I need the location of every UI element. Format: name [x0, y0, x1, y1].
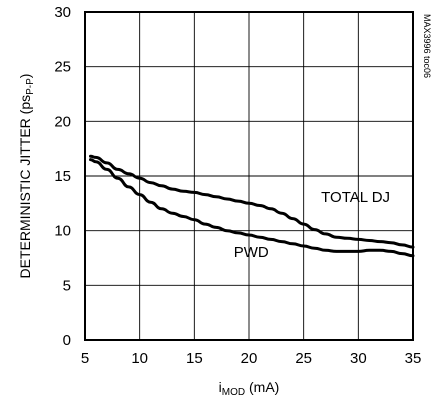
x-tick-label: 20	[241, 350, 258, 367]
y-axis-label: DETERMINISTIC JITTER (psP-P)	[17, 74, 36, 279]
y-tick-label: 15	[54, 168, 71, 185]
x-tick-labels: 5 10 15 20 25 30 35	[81, 350, 422, 367]
annotation-pwd: PWD	[234, 244, 269, 261]
series-lines	[89, 154, 415, 258]
x-tick-label: 30	[350, 350, 367, 367]
y-tick-label: 5	[63, 277, 71, 294]
figure-id-note: MAX3996 toc06	[422, 14, 431, 78]
y-tick-label: 20	[54, 113, 71, 130]
y-tick-label: 25	[54, 59, 71, 76]
grid-lines	[85, 12, 413, 340]
x-axis-label: iMOD (mA)	[219, 379, 280, 398]
annotations: TOTAL DJ PWD	[234, 189, 390, 261]
x-tick-label: 35	[405, 350, 422, 367]
x-tick-label: 15	[186, 350, 203, 367]
y-tick-label: 10	[54, 223, 71, 240]
y-tick-labels: 0 5 10 15 20 25 30	[54, 4, 71, 349]
annotation-total-dj: TOTAL DJ	[321, 189, 390, 206]
x-tick-label: 5	[81, 350, 89, 367]
x-tick-label: 10	[131, 350, 148, 367]
y-tick-label: 0	[63, 332, 71, 349]
x-tick-label: 25	[295, 350, 312, 367]
y-tick-label: 30	[54, 4, 71, 21]
series-line-pwd	[89, 158, 415, 258]
plot-frame	[84, 11, 414, 341]
series-line-total-dj	[89, 154, 415, 249]
